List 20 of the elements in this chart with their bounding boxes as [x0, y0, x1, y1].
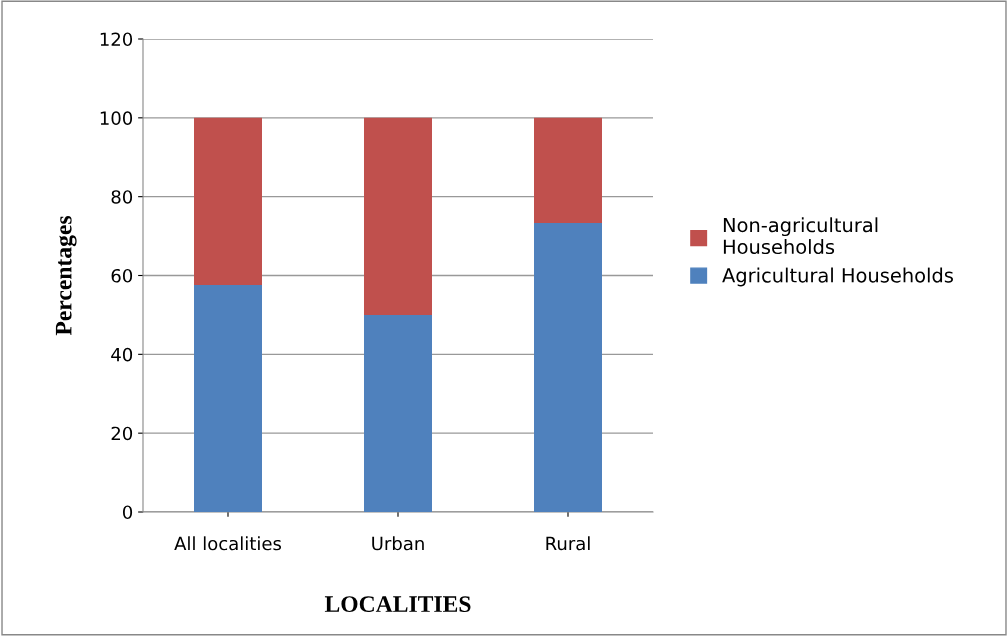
x-axis-title: LOCALITIES — [324, 596, 471, 613]
bar — [534, 117, 602, 224]
bar — [194, 284, 262, 512]
y-axis-title: Percentages — [55, 215, 77, 336]
y-tick-label: 60 — [111, 268, 133, 283]
legend-label: Non-agricultural Households — [723, 217, 878, 255]
y-tick-label: 80 — [111, 190, 133, 204]
x-tick-label: Urban — [372, 536, 424, 551]
bar — [194, 117, 262, 285]
bar — [534, 223, 602, 512]
bar — [364, 117, 432, 315]
y-tick-label: 20 — [111, 426, 133, 441]
y-tick-label: 120 — [100, 32, 133, 47]
bar — [364, 314, 432, 512]
x-tick-label: Rural — [546, 536, 590, 551]
y-tick-label: 40 — [111, 347, 133, 362]
y-tick-label: 0 — [122, 505, 133, 520]
x-tick-label: All localities — [174, 536, 282, 551]
legend-label: Agricultural Households — [722, 267, 953, 287]
y-tick-label: 100 — [100, 111, 133, 125]
